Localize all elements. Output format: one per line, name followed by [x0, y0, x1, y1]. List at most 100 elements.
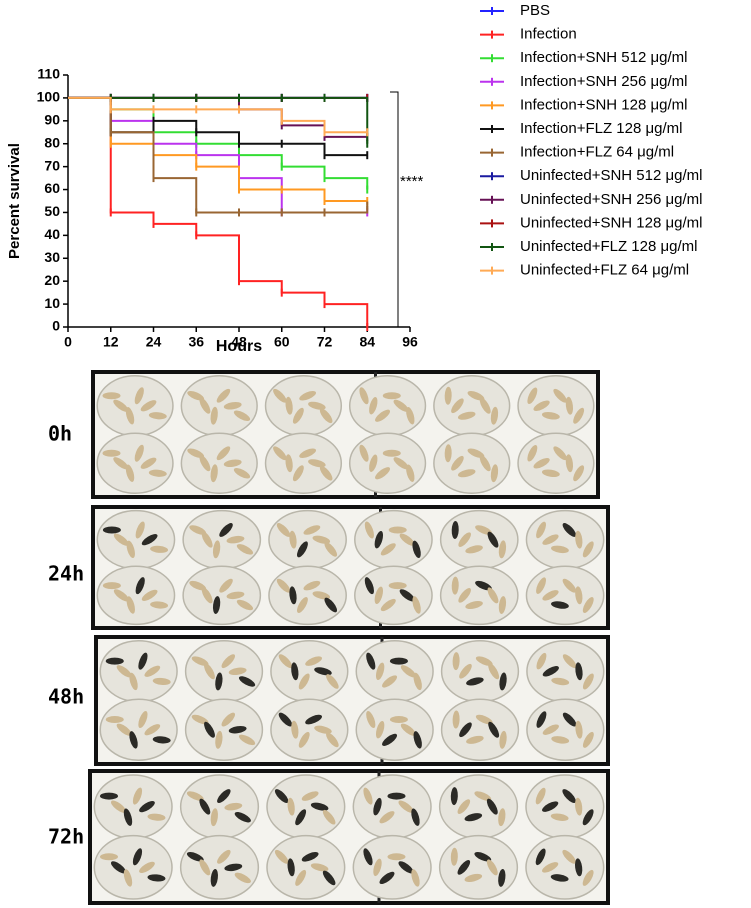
legend-label: Infection: [520, 26, 577, 43]
larva: [582, 541, 594, 558]
larva: [373, 858, 382, 877]
larva: [536, 521, 547, 539]
x-tick-label: 60: [274, 334, 290, 350]
significance-bracket: [390, 91, 399, 328]
larva: [499, 730, 507, 749]
larva: [238, 676, 256, 687]
larva: [359, 387, 369, 405]
larva: [551, 601, 569, 609]
larva: [575, 586, 583, 605]
larva: [582, 597, 594, 613]
larva: [369, 397, 378, 415]
y-tick-label: 0: [52, 318, 60, 334]
petri-dish: [264, 375, 343, 437]
larva: [475, 656, 493, 666]
larva: [297, 597, 308, 613]
larva: [582, 809, 594, 826]
larva: [111, 861, 126, 874]
larva: [305, 714, 322, 725]
larva: [488, 663, 500, 680]
larva: [148, 469, 167, 477]
larva: [312, 591, 331, 600]
petri-dish: [184, 698, 264, 761]
larva: [475, 714, 493, 725]
larva: [116, 723, 132, 736]
larva: [575, 797, 583, 816]
larva: [399, 589, 415, 602]
larva: [582, 673, 594, 690]
larva: [451, 576, 459, 595]
time-label: 72h: [48, 825, 84, 849]
larva: [274, 849, 289, 864]
larva: [186, 791, 204, 801]
larva: [221, 712, 236, 727]
y-tick-label: 50: [44, 203, 60, 219]
larva: [499, 672, 507, 691]
larva: [144, 724, 161, 736]
larva: [322, 870, 336, 886]
larva: [542, 862, 559, 873]
photo-frame: [88, 769, 610, 905]
larva: [295, 809, 307, 826]
larva: [308, 459, 326, 468]
legend-label: Uninfected+SNH 256 μg/ml: [520, 191, 702, 208]
larva: [562, 654, 577, 669]
petri-dish: [179, 834, 260, 900]
larva: [562, 578, 577, 593]
larva: [102, 392, 121, 400]
petri-dish: [440, 640, 520, 703]
larva: [201, 531, 213, 548]
larva: [542, 590, 559, 601]
larva: [132, 787, 143, 805]
x-tick-label: 24: [146, 334, 162, 350]
larva: [475, 580, 492, 591]
photo-frame: [91, 370, 600, 499]
larva: [147, 813, 166, 821]
petri-dish: [266, 774, 346, 840]
petri-dish: [433, 432, 511, 494]
larva: [102, 582, 121, 590]
larva: [189, 525, 207, 535]
petri-dish: [182, 509, 262, 570]
larva: [575, 858, 583, 877]
larva: [359, 444, 369, 462]
larva: [310, 863, 329, 872]
larva: [102, 526, 121, 534]
larva: [236, 544, 254, 555]
petri-dish: [93, 834, 173, 900]
larva: [228, 667, 247, 676]
larva: [364, 577, 374, 595]
larva: [486, 859, 498, 876]
larva: [274, 789, 289, 803]
larva: [226, 535, 245, 544]
petri-dish: [264, 432, 343, 494]
larva: [467, 390, 485, 401]
larva: [565, 396, 574, 415]
larva: [457, 799, 471, 814]
larva: [221, 654, 236, 669]
larva: [527, 387, 538, 405]
y-axis-label: Percent survival: [6, 143, 23, 259]
larva: [297, 541, 308, 558]
larva: [187, 448, 205, 459]
time-label: 0h: [48, 422, 72, 446]
photo-frame: [94, 635, 610, 766]
larva: [217, 789, 231, 803]
larva: [393, 457, 409, 470]
larva: [126, 596, 135, 614]
larva: [314, 667, 332, 676]
larva: [298, 673, 310, 690]
larva: [451, 520, 459, 539]
larva: [486, 798, 498, 815]
larva: [138, 711, 148, 729]
larva: [575, 662, 583, 681]
larva: [324, 542, 338, 557]
larva: [389, 716, 408, 724]
larva: [374, 530, 384, 549]
larva: [450, 847, 458, 866]
legend-label: Infection+FLZ 128 μg/ml: [520, 120, 682, 137]
larva: [387, 792, 406, 800]
petri-dish: [526, 698, 605, 761]
larva: [138, 652, 148, 670]
larva: [412, 540, 421, 559]
